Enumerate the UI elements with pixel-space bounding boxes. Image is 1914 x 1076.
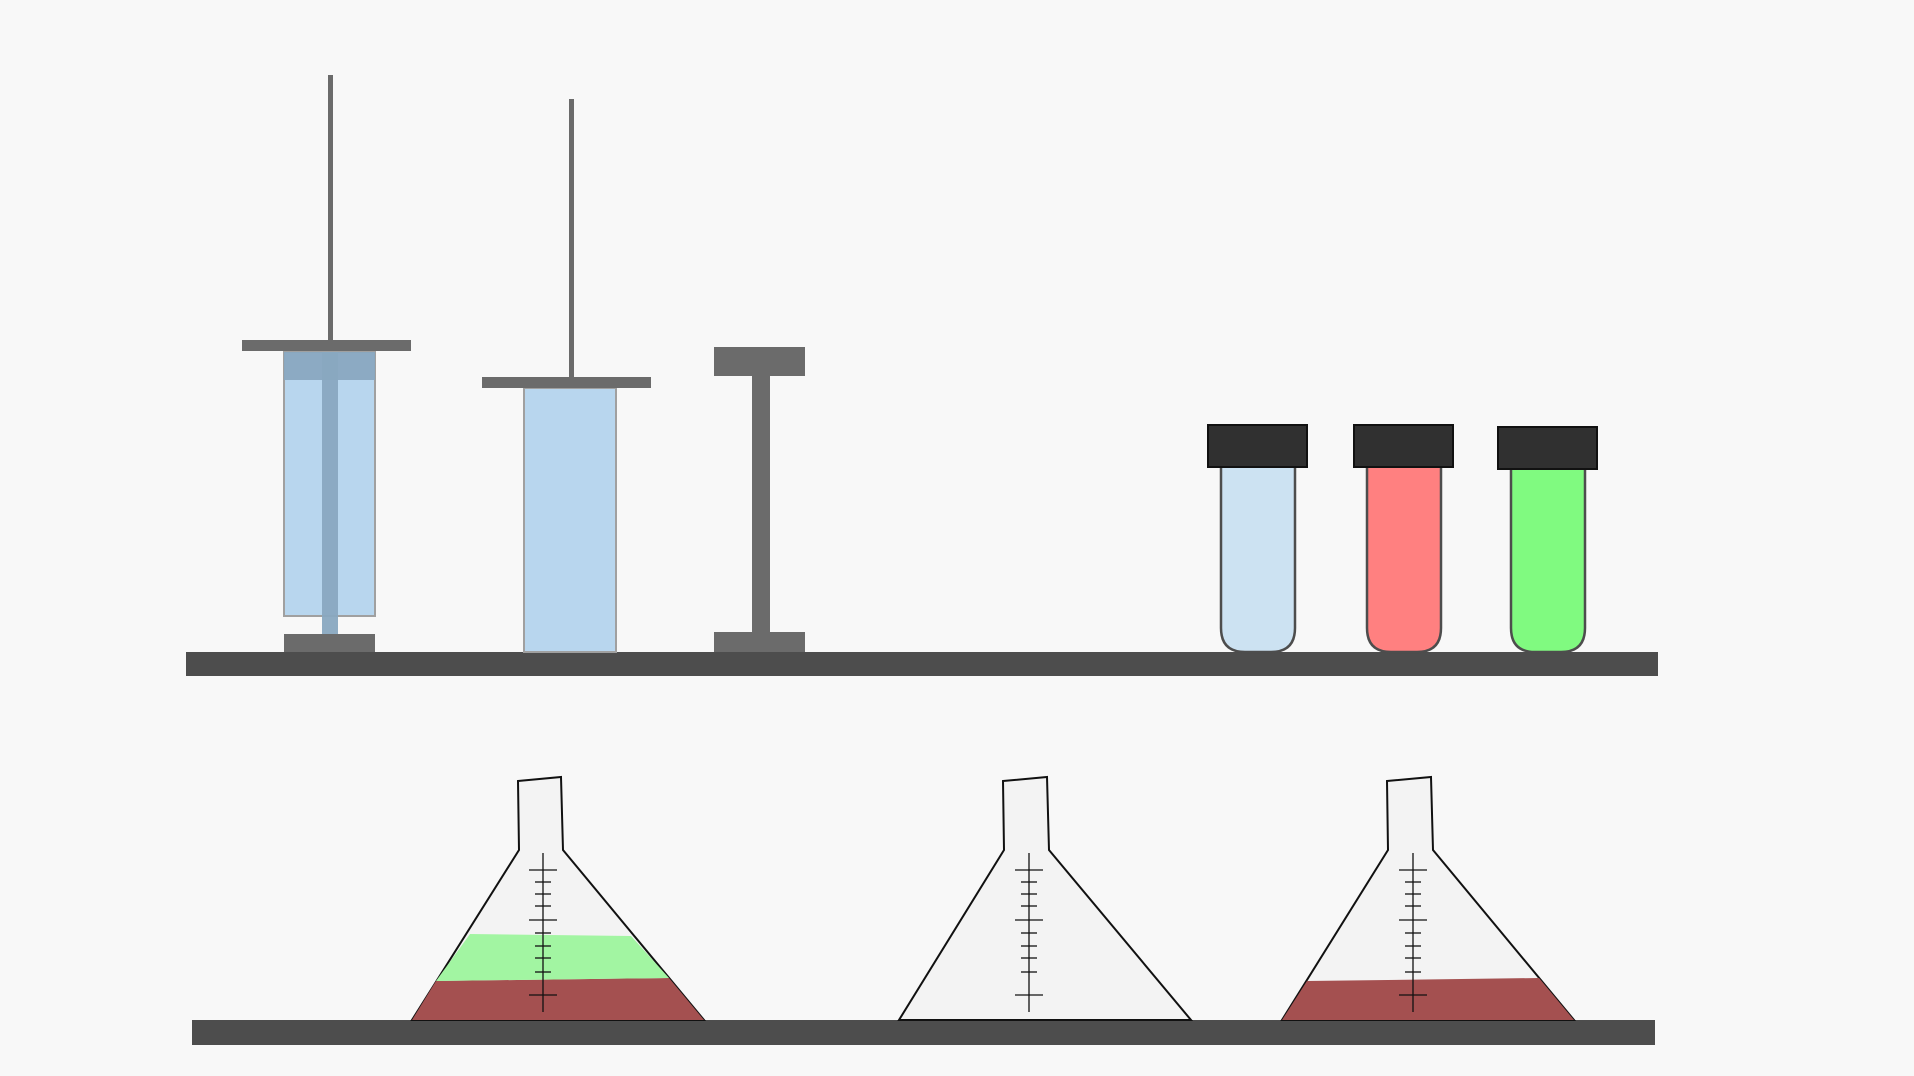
syringe-1[interactable] [242,75,411,652]
syringe-1-base [284,634,375,652]
syringe-3-rod [752,376,770,632]
syringe-1-flange [242,340,411,351]
test-tube-blue[interactable] [1207,424,1308,654]
syringe-3-base [714,632,805,652]
flask-3[interactable] [1280,775,1577,1021]
test-tube-red-cap [1353,424,1454,468]
flask-3-scale [1399,853,1427,1012]
syringe-2[interactable] [482,99,651,653]
syringe-3-top-plate [714,347,805,376]
test-tube-green-body [1509,466,1587,654]
test-tube-green-cap [1497,426,1598,470]
flask-2-glass [897,775,1194,1021]
flask-3-layer-bottom [1282,978,1574,1020]
flask-1[interactable] [410,775,707,1021]
test-tube-red-body [1365,464,1443,654]
syringe-3[interactable] [714,347,805,652]
syringe-2-flange [482,377,651,388]
test-tube-blue-body [1219,464,1297,654]
syringe-2-needle [569,99,574,377]
flask-1-scale [529,853,557,1012]
top-shelf [186,652,1658,676]
flask-1-layer-middle [436,934,669,981]
syringe-1-needle [328,75,333,340]
test-tube-green[interactable] [1497,426,1598,654]
bottom-shelf [192,1020,1655,1045]
syringe-1-plunger-rod-inside [322,352,338,636]
flask-2-scale [1015,853,1043,1012]
flask-2[interactable] [897,775,1194,1021]
flask-1-layer-bottom [412,978,704,1020]
syringe-2-barrel [523,387,617,653]
test-tube-blue-cap [1207,424,1308,468]
test-tube-red[interactable] [1353,424,1454,654]
